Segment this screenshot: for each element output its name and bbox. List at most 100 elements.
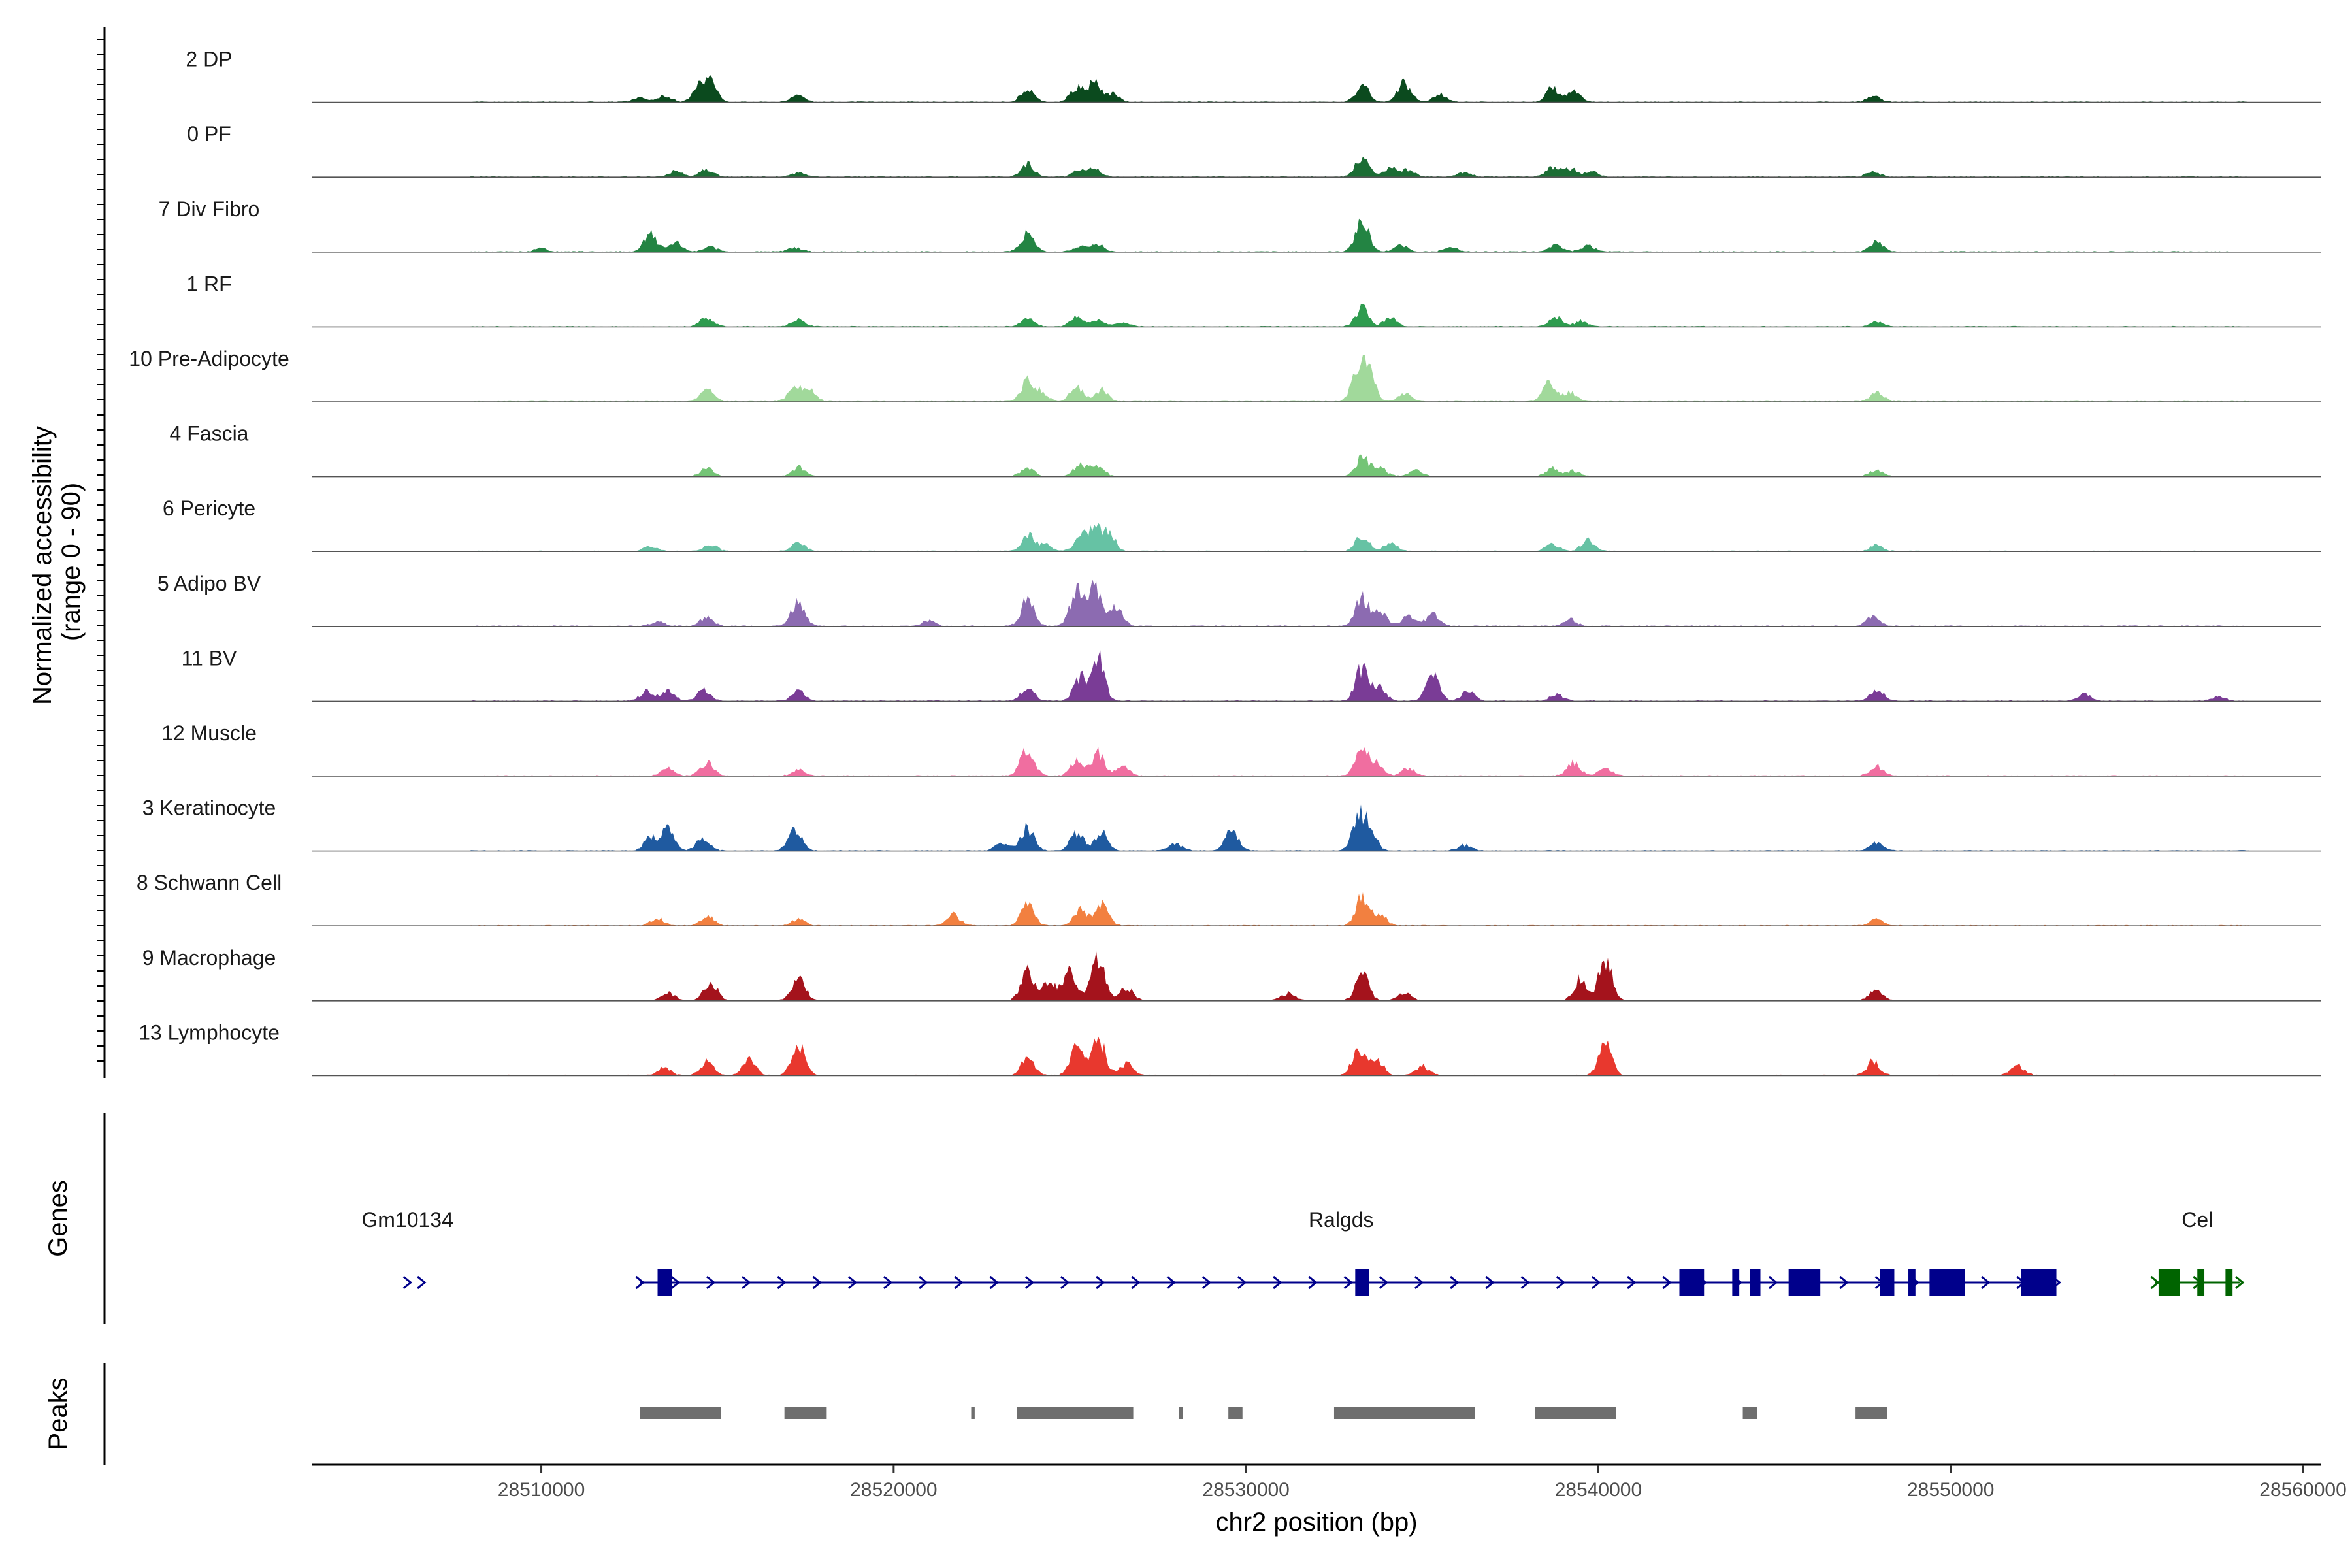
strand-arrow <box>1343 1275 1353 1290</box>
gene-ralgds: Ralgds <box>635 1208 2061 1296</box>
coverage-area <box>312 74 2321 103</box>
peak-region <box>1228 1407 1243 1419</box>
track-label: 0 PF <box>187 122 231 146</box>
x-axis-ticks: 28510000 28520000 28530000 28540000 28550000… <box>498 1465 2347 1501</box>
track-8: 5 Adipo BV <box>157 572 2321 627</box>
peak-region <box>971 1407 975 1419</box>
track-12: 8 Schwann Cell <box>137 871 2321 926</box>
exon-block <box>1788 1269 1821 1296</box>
coverage-tracks: 2 DP 0 PF 7 Div Fibro 1 RF 10 Pre-Adipocyte 4… <box>129 48 2321 1077</box>
track-label: 11 BV <box>182 646 237 670</box>
strand-arrow <box>1096 1275 1105 1290</box>
genes-panel-title: Genes <box>44 1180 73 1257</box>
y-axis-title-line-2: (range 0 - 90) <box>57 483 86 641</box>
gene-label: Ralgds <box>1309 1208 1374 1232</box>
track-3: 7 Div Fibro <box>159 197 2321 253</box>
exon-block <box>1732 1269 1740 1296</box>
exon-block <box>1880 1269 1895 1296</box>
strand-arrow <box>954 1275 964 1290</box>
strand-arrow <box>1024 1275 1035 1290</box>
peak-region <box>1742 1407 1757 1419</box>
track-label: 7 Div Fibro <box>159 197 260 221</box>
strand-arrow <box>1308 1275 1318 1290</box>
gene-gm10134: Gm10134 <box>361 1208 453 1290</box>
track-label: 4 Fascia <box>170 422 249 446</box>
x-axis-title: chr2 position (bp) <box>1215 1508 1417 1537</box>
track-2: 0 PF <box>187 122 2321 178</box>
strand-arrow <box>1131 1275 1141 1290</box>
strand-arrow <box>635 1275 645 1290</box>
strand-arrow <box>919 1275 928 1290</box>
strand-arrow <box>1627 1275 1637 1290</box>
exon-block <box>1355 1269 1369 1296</box>
strand-arrow <box>1450 1275 1460 1290</box>
x-tick-label: 28530000 <box>1202 1479 1289 1501</box>
strand-arrow <box>417 1275 427 1290</box>
strand-arrow <box>2150 1275 2160 1290</box>
track-label: 1 RF <box>186 272 231 295</box>
strand-arrow <box>2235 1275 2245 1290</box>
track-5: 10 Pre-Adipocyte <box>129 347 2321 402</box>
x-tick-label: 28560000 <box>2259 1479 2346 1501</box>
track-13: 9 Macrophage <box>142 946 2321 1002</box>
strand-arrow <box>1839 1275 1849 1290</box>
track-11: 3 Keratinocyte <box>142 796 2321 852</box>
gene-label: Gm10134 <box>361 1208 453 1232</box>
strand-arrow <box>777 1275 787 1290</box>
strand-arrow <box>1060 1275 1070 1290</box>
strand-arrow <box>1201 1275 1212 1290</box>
track-6: 4 Fascia <box>170 422 2321 478</box>
exon-block <box>2158 1269 2180 1296</box>
peak-region <box>1855 1407 1887 1419</box>
strand-arrow <box>402 1275 412 1290</box>
track-14: 13 Lymphocyte <box>139 1021 2321 1077</box>
track-7: 6 Pericyte <box>163 497 2321 553</box>
gene-annotations: Gm10134 Ralgds Cel <box>361 1208 2245 1296</box>
peak-region <box>640 1407 721 1419</box>
exon-block <box>1679 1269 1705 1296</box>
x-tick-label: 28520000 <box>850 1479 937 1501</box>
track-4: 1 RF <box>186 272 2321 328</box>
strand-arrow <box>1237 1275 1247 1290</box>
strand-arrow <box>1981 1275 1991 1290</box>
strand-arrow <box>742 1275 751 1290</box>
track-label: 3 Keratinocyte <box>142 796 276 820</box>
track-label: 8 Schwann Cell <box>137 871 282 894</box>
strand-arrow <box>1662 1275 1672 1290</box>
track-label: 12 Muscle <box>161 721 257 745</box>
peak-region <box>1333 1407 1475 1419</box>
y-axis-title-line-1: Normalized accessibility <box>28 426 57 705</box>
track-label: 9 Macrophage <box>142 946 276 970</box>
peak-region <box>784 1407 827 1419</box>
strand-arrow <box>1273 1275 1282 1290</box>
exon-block <box>1929 1269 1965 1296</box>
peaks-panel-title: Peaks <box>44 1377 73 1450</box>
peak-region <box>1179 1407 1183 1419</box>
track-10: 12 Muscle <box>161 721 2321 777</box>
strand-arrow <box>1768 1275 1778 1290</box>
strand-arrow <box>1556 1275 1566 1290</box>
strand-arrow <box>1520 1275 1530 1290</box>
gene-cel: Cel <box>2150 1208 2245 1296</box>
strand-arrow <box>989 1275 999 1290</box>
exon-block <box>2225 1269 2233 1296</box>
strand-arrow <box>1485 1275 1495 1290</box>
strand-arrow <box>1166 1275 1176 1290</box>
y-axis-title: Normalized accessibility (range 0 - 90) <box>28 419 86 705</box>
strand-arrow <box>1591 1275 1601 1290</box>
track-label: 10 Pre-Adipocyte <box>129 347 289 370</box>
peak-region <box>1017 1407 1134 1419</box>
track-label: 6 Pericyte <box>163 497 255 520</box>
strand-arrow <box>1414 1275 1424 1290</box>
strand-arrow <box>883 1275 893 1290</box>
strand-arrow <box>706 1275 716 1290</box>
coverage-axis-ticks <box>97 39 105 1062</box>
gene-label: Cel <box>2181 1208 2213 1232</box>
track-label: 2 DP <box>186 48 232 71</box>
strand-arrow <box>1379 1275 1389 1290</box>
track-1: 2 DP <box>186 48 2321 103</box>
peak-region <box>1535 1407 1616 1419</box>
x-tick-label: 28510000 <box>498 1479 585 1501</box>
